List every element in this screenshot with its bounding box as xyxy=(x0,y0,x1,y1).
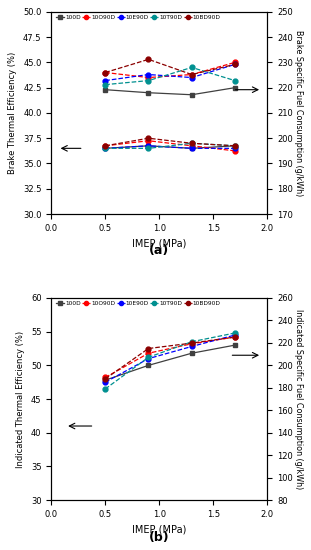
Y-axis label: Indicated Specific Fuel Consumption (g/kWh): Indicated Specific Fuel Consumption (g/k… xyxy=(294,309,303,489)
Legend: 100D, 10O90D, 10E90D, 10T90D, 10BD90D: 100D, 10O90D, 10E90D, 10T90D, 10BD90D xyxy=(54,13,222,21)
Text: (a): (a) xyxy=(149,245,169,257)
Text: (b): (b) xyxy=(149,531,169,543)
Y-axis label: Indicated Thermal Efficiency (%): Indicated Thermal Efficiency (%) xyxy=(16,331,25,468)
Legend: 100D, 10O90D, 10E90D, 10T90D, 10BD90D: 100D, 10O90D, 10E90D, 10T90D, 10BD90D xyxy=(54,299,222,307)
X-axis label: IMEP (MPa): IMEP (MPa) xyxy=(132,238,187,249)
Y-axis label: Brake Thermal Efficiency (%): Brake Thermal Efficiency (%) xyxy=(8,52,17,174)
Y-axis label: Brake Specific Fuel Consumption (g/kWh): Brake Specific Fuel Consumption (g/kWh) xyxy=(294,30,303,196)
X-axis label: IMEP (MPa): IMEP (MPa) xyxy=(132,525,187,535)
